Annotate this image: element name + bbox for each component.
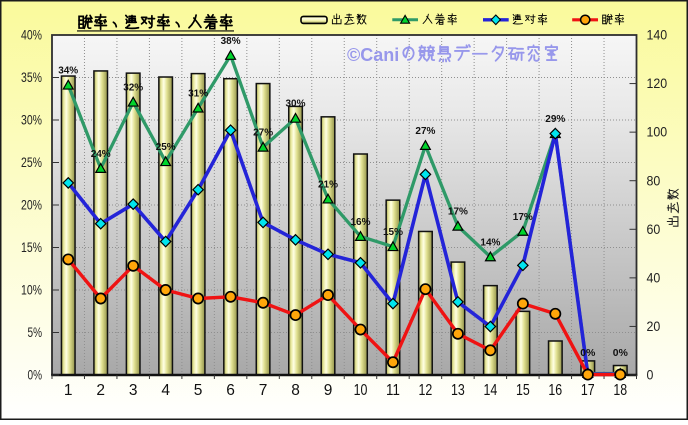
svg-text:24%: 24% [91,148,112,160]
svg-text:40%: 40% [21,28,42,43]
svg-text:27%: 27% [415,125,436,137]
svg-text:12: 12 [419,382,433,399]
svg-text:120: 120 [647,76,668,91]
svg-text:8: 8 [291,382,300,399]
svg-text:10: 10 [354,382,368,399]
svg-text:29%: 29% [545,113,566,125]
svg-text:35%: 35% [21,70,42,85]
svg-text:0%: 0% [28,368,43,383]
svg-text:32%: 32% [123,82,144,94]
svg-text:60: 60 [647,222,661,237]
svg-text:100: 100 [647,125,668,140]
svg-text:7: 7 [259,382,268,399]
svg-text:17%: 17% [513,211,534,223]
svg-text:14: 14 [483,382,497,399]
svg-text:4: 4 [161,382,170,399]
svg-text:0%: 0% [613,347,629,359]
svg-text:30%: 30% [21,113,42,128]
svg-text:15: 15 [516,382,530,399]
svg-text:40: 40 [647,271,661,286]
svg-text:3: 3 [129,382,138,399]
svg-text:18: 18 [613,382,627,399]
svg-text:5: 5 [194,382,203,399]
svg-text:6: 6 [226,382,235,399]
svg-text:30%: 30% [286,98,307,110]
svg-text:20%: 20% [21,198,42,213]
svg-text:10%: 10% [21,283,42,298]
svg-text:15%: 15% [21,240,42,255]
svg-text:25%: 25% [156,141,177,153]
svg-text:25%: 25% [21,155,42,170]
svg-text:9: 9 [324,382,333,399]
svg-text:15%: 15% [383,226,404,238]
svg-text:17%: 17% [448,206,469,218]
svg-text:34%: 34% [58,65,79,77]
svg-text:21%: 21% [318,179,339,191]
svg-text:17: 17 [581,382,595,399]
svg-text:11: 11 [386,382,400,399]
svg-text:©Cani: ©Cani [347,45,399,65]
svg-text:14%: 14% [480,236,501,248]
svg-text:38%: 38% [221,35,242,47]
svg-text:2: 2 [96,382,105,399]
svg-text:0: 0 [647,368,654,383]
svg-text:31%: 31% [188,88,209,100]
svg-text:0%: 0% [580,347,596,359]
svg-text:16%: 16% [351,216,372,228]
svg-text:20: 20 [647,319,661,334]
svg-text:16: 16 [548,382,562,399]
svg-text:140: 140 [647,28,668,43]
svg-text:80: 80 [647,173,661,188]
svg-text:13: 13 [451,382,465,399]
svg-text:27%: 27% [253,127,274,139]
svg-text:1: 1 [64,382,73,399]
svg-text:5%: 5% [28,325,43,340]
